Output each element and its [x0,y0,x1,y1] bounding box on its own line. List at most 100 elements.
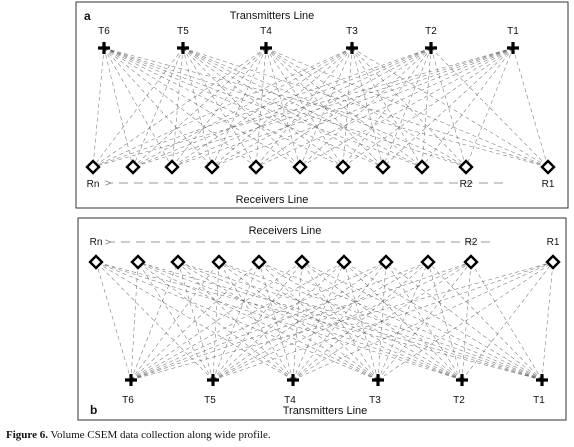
panel-a-receiver-diamond-icon [375,159,391,175]
panel-b-ray [301,261,463,381]
figure-caption: Figure 6. Volume CSEM data collection al… [6,429,271,441]
panel-a-ray [255,47,353,168]
panel-b-transmitter-plus-icon [372,374,384,386]
panel-b-ray [212,261,260,381]
panel-a-ray [265,47,467,168]
panel-a-transmitter-label: T5 [177,26,189,37]
panel-a-transmitters: T6 T5 T4 T3 T2 T1 [98,26,519,54]
panel-b-ray [137,261,214,381]
panel-b-ray [130,261,429,381]
panel-a-transmitter-label: T1 [507,26,519,37]
panel-b-ray [130,261,472,381]
panel-b-ray [212,261,472,381]
panel-a-ray [92,47,353,168]
panel-a-ray [92,47,105,168]
panel-a-ray [211,47,267,168]
panel-b-receiver-label: R2 [465,237,478,248]
panel-a-ray [299,47,432,168]
panel-b-receiver-diamond-icon [130,254,146,270]
panel-a-ray [171,47,353,168]
panel-a-ray [211,47,432,168]
panel-a-ray [351,47,549,168]
panel-b-transmitter-label: T2 [453,395,465,406]
panel-b-ray [258,261,543,381]
panel-a-ray [132,47,432,168]
panel-b-ray [377,261,429,381]
panel-a-ray [182,47,467,168]
panel-a-transmitter-label: T6 [98,26,110,37]
panel-a-ray [171,47,184,168]
panel-b-ray [212,261,554,381]
panel-a-transmitter-label: T4 [260,26,272,37]
panel-a: a Transmitters Line T6 T5 T4 T3 T2 T1 Rn R2 R1 … [75,1,569,209]
panel-b-ray [541,261,554,381]
panel-a-receiver-diamond-icon [458,159,474,175]
panel-b-ray [137,261,543,381]
panel-b-ray [177,261,379,381]
panel-a-transmitter-plus-icon [425,42,437,54]
panel-a-ray [132,47,267,168]
panel-a-transmitter-label: T3 [346,26,358,37]
panel-a-receiver-label: R1 [542,179,555,190]
panel-a-ray [103,47,173,168]
panel-a-ray [342,47,514,168]
panel-a-ray [182,47,301,168]
panel-a-rays [92,47,549,168]
panel-b: Receivers Line Rn R2 R1 T6 T5 T4 T3 T2 T1 b Tra… [77,217,567,421]
panel-a-ray [92,47,184,168]
panel-b-transmitter-plus-icon [207,374,219,386]
panel-a-ray [211,47,514,168]
panel-b-ray [218,261,379,381]
panel-b-ray [212,261,429,381]
panel-b-transmitter-plus-icon [456,374,468,386]
panel-b-receivers: Rn R2 R1 [88,237,561,270]
panel-a-receiver-diamond-icon [248,159,264,175]
panel-b-receivers-title: Receivers Line [249,225,322,237]
panel-a-frame [75,1,569,209]
panel-a-receiver-label: Rn [87,179,100,190]
panel-a-ray [255,47,514,168]
panel-a-receiver-label: R2 [460,179,473,190]
panel-a-ray [182,47,257,168]
panel-b-ray [212,261,345,381]
panel-a-transmitter-label: T2 [425,26,437,37]
panel-b-ray [343,261,543,381]
panel-a-ray [351,47,384,168]
panel-b-transmitter-plus-icon [536,374,548,386]
panel-a-receiver-diamond-icon [204,159,220,175]
panel-b-ray [212,261,220,381]
panel-b-ray [95,261,463,381]
panel-b-transmitter-label: T4 [284,395,296,406]
panel-b-ray [377,261,472,381]
panel-a-ray [299,47,353,168]
panel-a-transmitter-plus-icon [177,42,189,54]
panel-b-ray [461,261,554,381]
figure-caption-text: Volume CSEM data collection along wide p… [47,429,271,441]
panel-b-receiver-diamond-icon [336,254,352,270]
panel-b-ray [95,261,379,381]
panel-a-transmitter-plus-icon [260,42,272,54]
panel-a-transmitter-plus-icon [98,42,110,54]
panel-b-receiver-diamond-icon [211,254,227,270]
panel-b-ray [137,261,379,381]
panel-b-transmitters: T6 T5 T4 T3 T2 T1 [122,374,548,406]
panel-b-ray [137,261,463,381]
panel-a-ray [265,47,549,168]
panel-a-ray [182,47,384,168]
panel-b-ray [218,261,543,381]
panel-b-transmitter-plus-icon [125,374,137,386]
panel-b-receiver-diamond-icon [170,254,186,270]
panel-a-ray [265,47,344,168]
panel-b-ray [292,261,554,381]
panel-a-transmitter-plus-icon [507,42,519,54]
panel-a-ray [103,47,344,168]
panel-b-ray [130,261,179,381]
panel-a-ray [103,47,384,168]
panel-a-ray [255,47,432,168]
panel-a-transmitters-title: Transmitters Line [230,10,315,22]
panel-b-ray [385,261,463,381]
panel-a-receiver-diamond-icon [85,159,101,175]
panel-a-ray [171,47,432,168]
panel-b-transmitter-label: T5 [204,395,216,406]
panel-b-ray [292,261,429,381]
